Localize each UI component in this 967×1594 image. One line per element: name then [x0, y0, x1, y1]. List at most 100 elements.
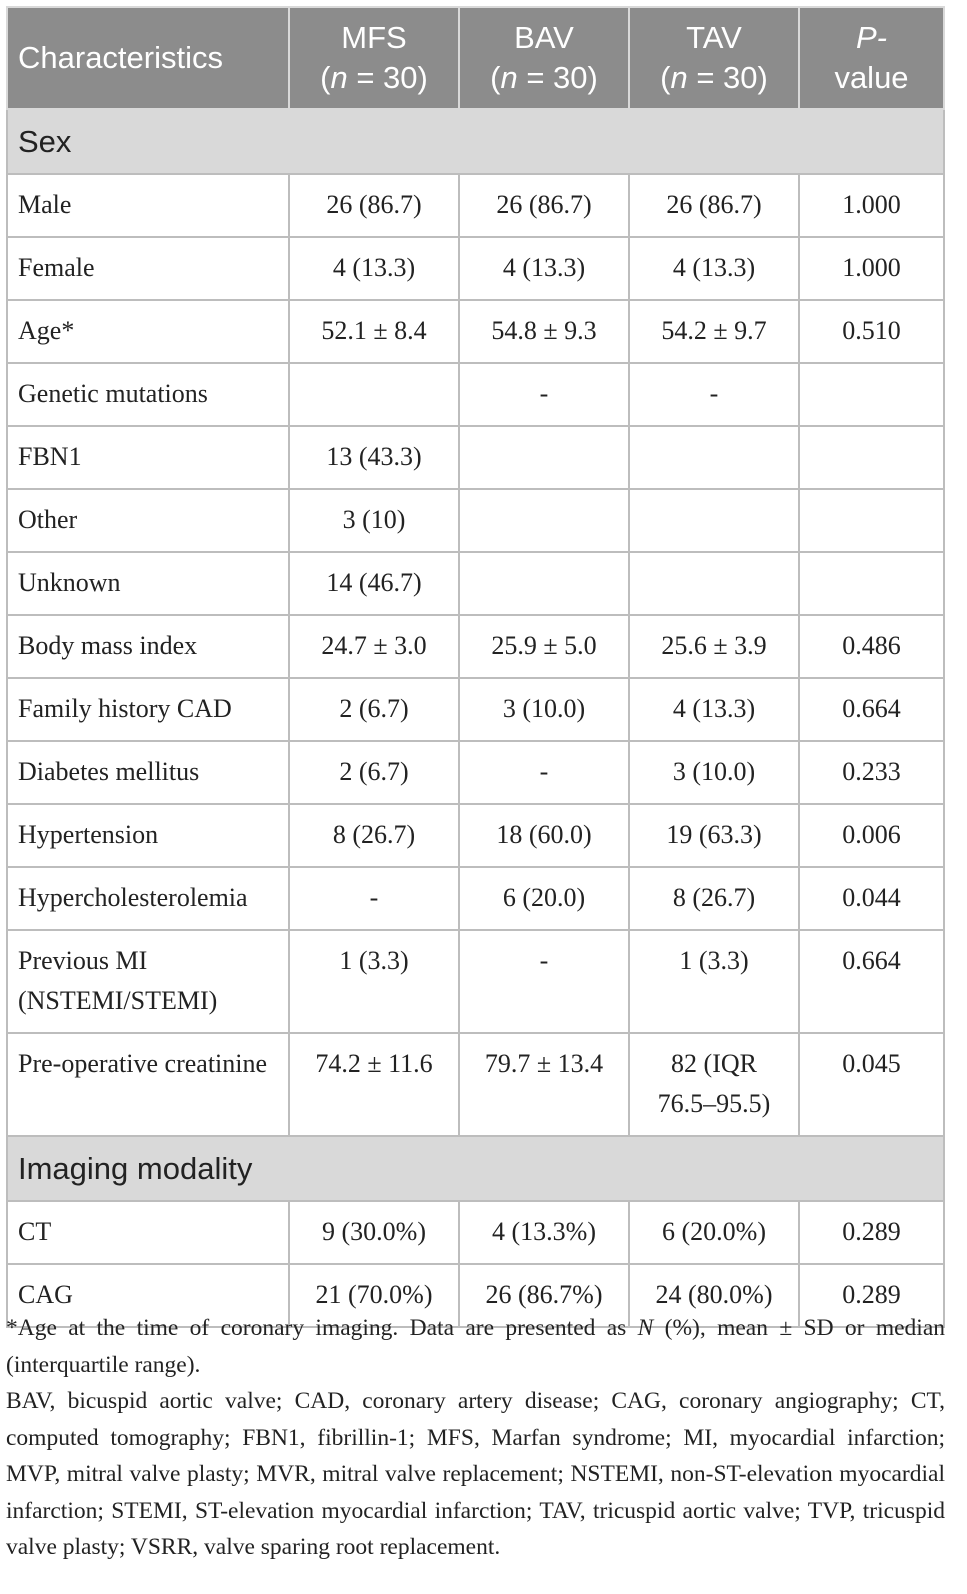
- row-label: Hypertension: [6, 803, 290, 868]
- row-label: Family history CAD: [6, 677, 290, 742]
- cell-bav: [458, 488, 630, 553]
- cell-p-value: 0.289: [798, 1263, 945, 1328]
- header-row: Characteristics MFS (n = 30) BAV (n = 30) …: [6, 6, 945, 110]
- cell-bav: -: [458, 362, 630, 427]
- table-row: Family history CAD 2 (6.7) 3 (10.0) 4 (1…: [6, 677, 945, 742]
- table-row: Male 26 (86.7) 26 (86.7) 26 (86.7) 1.000: [6, 173, 945, 238]
- cell-tav: 4 (13.3): [628, 677, 800, 742]
- row-label: FBN1: [6, 425, 290, 490]
- section-row-imaging: Imaging modality: [6, 1135, 945, 1202]
- cell-mfs: 74.2 ± 11.6: [288, 1032, 460, 1137]
- cell-p-value: 0.289: [798, 1200, 945, 1265]
- row-label: Age*: [6, 299, 290, 364]
- cell-tav: 1 (3.3): [628, 929, 800, 1034]
- cell-p-value: 0.664: [798, 677, 945, 742]
- cell-bav: 3 (10.0): [458, 677, 630, 742]
- cell-tav: 26 (86.7): [628, 173, 800, 238]
- table-row: Pre-operative creatinine 74.2 ± 11.6 79.…: [6, 1032, 945, 1137]
- cell-bav: 18 (60.0): [458, 803, 630, 868]
- header-bav: BAV (n = 30): [458, 6, 630, 110]
- table-row: CAG 21 (70.0%) 26 (86.7%) 24 (80.0%) 0.2…: [6, 1263, 945, 1328]
- row-label: Genetic mutations: [6, 362, 290, 427]
- cell-p-value: 0.664: [798, 929, 945, 1034]
- footnote-age: *Age at the time of coronary imaging. Da…: [6, 1315, 945, 1378]
- table-row: Other 3 (10): [6, 488, 945, 553]
- cell-tav: [628, 551, 800, 616]
- cell-tav: 8 (26.7): [628, 866, 800, 931]
- cell-mfs: [288, 362, 460, 427]
- table-row: Hypertension 8 (26.7) 18 (60.0) 19 (63.3…: [6, 803, 945, 868]
- cell-tav: 19 (63.3): [628, 803, 800, 868]
- cell-bav: 6 (20.0): [458, 866, 630, 931]
- cell-tav: 25.6 ± 3.9: [628, 614, 800, 679]
- row-label: Unknown: [6, 551, 290, 616]
- row-label: Body mass index: [6, 614, 290, 679]
- row-label: Hypercholesterolemia: [6, 866, 290, 931]
- cell-p-value: [798, 488, 945, 553]
- cell-tav: 6 (20.0%): [628, 1200, 800, 1265]
- cell-p-value: [798, 551, 945, 616]
- cell-p-value: 0.044: [798, 866, 945, 931]
- footnote-abbreviations: BAV, bicuspid aortic valve; CAD, coronar…: [6, 1388, 945, 1560]
- table-row: Genetic mutations - -: [6, 362, 945, 427]
- table-container: Characteristics MFS (n = 30) BAV (n = 30) …: [6, 6, 945, 1328]
- cell-mfs: 13 (43.3): [288, 425, 460, 490]
- row-label: Female: [6, 236, 290, 301]
- table-row: Unknown 14 (46.7): [6, 551, 945, 616]
- section-title-imaging: Imaging modality: [6, 1135, 945, 1202]
- table-row: Hypercholesterolemia - 6 (20.0) 8 (26.7)…: [6, 866, 945, 931]
- row-label: Diabetes mellitus: [6, 740, 290, 805]
- cell-mfs: 24.7 ± 3.0: [288, 614, 460, 679]
- section-title-sex: Sex: [6, 108, 945, 175]
- cell-mfs: 1 (3.3): [288, 929, 460, 1034]
- cell-bav: 4 (13.3%): [458, 1200, 630, 1265]
- cell-bav: 25.9 ± 5.0: [458, 614, 630, 679]
- table-row: Diabetes mellitus 2 (6.7) - 3 (10.0) 0.2…: [6, 740, 945, 805]
- cell-mfs: 52.1 ± 8.4: [288, 299, 460, 364]
- cell-bav: 4 (13.3): [458, 236, 630, 301]
- cell-p-value: 1.000: [798, 236, 945, 301]
- cell-mfs: 4 (13.3): [288, 236, 460, 301]
- cell-tav: 24 (80.0%): [628, 1263, 800, 1328]
- table-row: Previous MI (NSTEMI/STEMI) 1 (3.3) - 1 (…: [6, 929, 945, 1034]
- section-row-sex: Sex: [6, 108, 945, 175]
- cell-bav: 79.7 ± 13.4: [458, 1032, 630, 1137]
- table-row: Age* 52.1 ± 8.4 54.8 ± 9.3 54.2 ± 9.7 0.…: [6, 299, 945, 364]
- cell-bav: -: [458, 740, 630, 805]
- cell-p-value: [798, 362, 945, 427]
- row-label: CAG: [6, 1263, 290, 1328]
- table-row: CT 9 (30.0%) 4 (13.3%) 6 (20.0%) 0.289: [6, 1200, 945, 1265]
- cell-mfs: 3 (10): [288, 488, 460, 553]
- cell-bav: 26 (86.7): [458, 173, 630, 238]
- cell-tav: 54.2 ± 9.7: [628, 299, 800, 364]
- table-row: FBN1 13 (43.3): [6, 425, 945, 490]
- cell-mfs: 21 (70.0%): [288, 1263, 460, 1328]
- cell-mfs: 26 (86.7): [288, 173, 460, 238]
- row-label: Previous MI (NSTEMI/STEMI): [6, 929, 290, 1034]
- cell-mfs: -: [288, 866, 460, 931]
- cell-p-value: 0.233: [798, 740, 945, 805]
- cell-tav: [628, 488, 800, 553]
- header-p-value: P-value: [798, 6, 945, 110]
- cell-p-value: 0.486: [798, 614, 945, 679]
- row-label: Male: [6, 173, 290, 238]
- cell-mfs: 2 (6.7): [288, 740, 460, 805]
- table-row: Female 4 (13.3) 4 (13.3) 4 (13.3) 1.000: [6, 236, 945, 301]
- cell-p-value: 0.510: [798, 299, 945, 364]
- cell-tav: -: [628, 362, 800, 427]
- cell-bav: [458, 425, 630, 490]
- cell-bav: -: [458, 929, 630, 1034]
- cell-p-value: 0.045: [798, 1032, 945, 1137]
- characteristics-table: Characteristics MFS (n = 30) BAV (n = 30) …: [6, 6, 945, 1328]
- header-mfs: MFS (n = 30): [288, 6, 460, 110]
- cell-bav: 26 (86.7%): [458, 1263, 630, 1328]
- header-characteristics: Characteristics: [6, 6, 290, 110]
- cell-mfs: 8 (26.7): [288, 803, 460, 868]
- cell-p-value: [798, 425, 945, 490]
- cell-tav: 3 (10.0): [628, 740, 800, 805]
- cell-p-value: 0.006: [798, 803, 945, 868]
- cell-p-value: 1.000: [798, 173, 945, 238]
- cell-mfs: 2 (6.7): [288, 677, 460, 742]
- cell-tav: 4 (13.3): [628, 236, 800, 301]
- cell-tav: 82 (IQR 76.5–95.5): [628, 1032, 800, 1137]
